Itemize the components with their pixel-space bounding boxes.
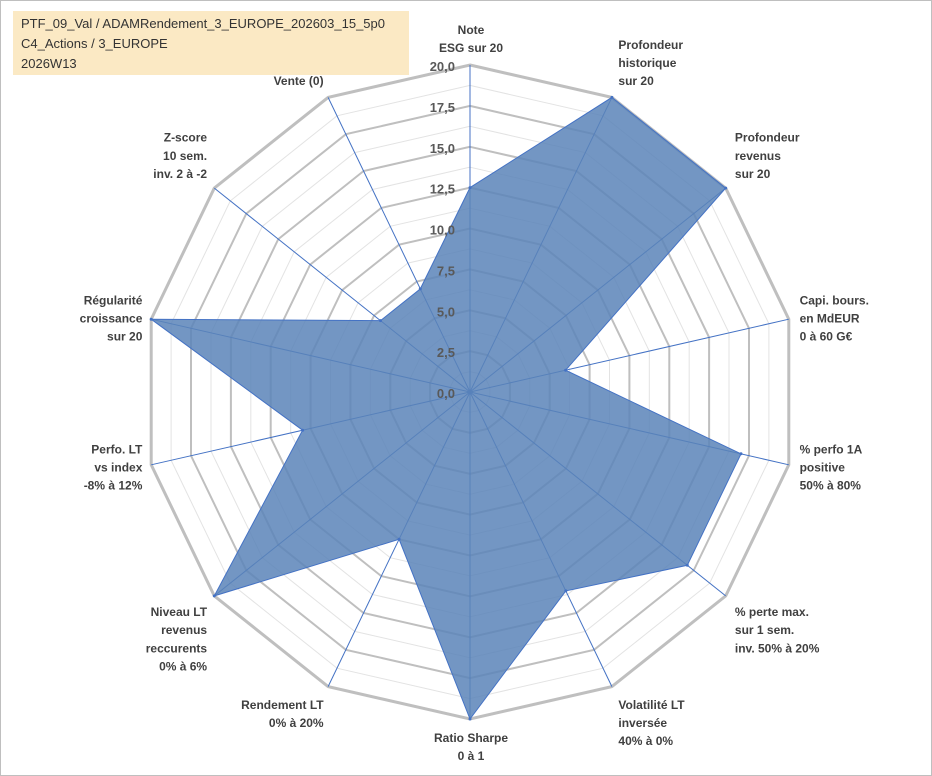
category-label-line: Régularité bbox=[84, 293, 143, 307]
radial-tick-label: 15,0 bbox=[430, 141, 455, 156]
radial-tick-label: 20,0 bbox=[430, 59, 455, 74]
category-label-line: vs index bbox=[94, 461, 142, 475]
category-label: Z-score 10 sem. inv. 2 à -2 bbox=[153, 131, 207, 181]
data-point bbox=[468, 717, 472, 721]
category-label: Régularité croissance sur 20 bbox=[80, 293, 143, 343]
data-point bbox=[564, 589, 568, 593]
data-point bbox=[149, 317, 153, 321]
data-point bbox=[685, 563, 689, 567]
category-label-line: -8% à 12% bbox=[84, 479, 143, 493]
data-point bbox=[468, 186, 472, 190]
category-label-line: Profondeur bbox=[735, 131, 800, 145]
category-label: % perfo 1A positive 50% à 80% bbox=[800, 442, 863, 492]
category-label-line: sur 20 bbox=[618, 74, 654, 88]
radial-tick-label: 5,0 bbox=[437, 304, 455, 319]
portfolio-info-box: PTF_09_Val / ADAMRendement_3_EUROPE_2026… bbox=[13, 11, 409, 75]
category-label: Perfo. LT vs index -8% à 12% bbox=[84, 442, 143, 492]
category-label-line: Ratio Sharpe bbox=[434, 731, 508, 745]
category-label-line: Vente (0) bbox=[274, 74, 324, 88]
category-label-line: Note bbox=[458, 23, 485, 37]
data-point bbox=[212, 594, 216, 598]
category-label-line: Rendement LT bbox=[241, 698, 324, 712]
portfolio-name: PTF_09_Val / ADAMRendement_3_EUROPE_2026… bbox=[21, 16, 385, 31]
category-label-line: reccurents bbox=[146, 641, 208, 655]
radial-tick-label: 17,5 bbox=[430, 100, 455, 115]
category-label-line: Volatilité LT bbox=[618, 698, 685, 712]
data-point bbox=[564, 368, 568, 372]
data-point bbox=[418, 287, 422, 291]
category-label: Niveau LT revenus reccurents 0% à 6% bbox=[146, 605, 208, 674]
data-points bbox=[149, 95, 743, 721]
category-label-line: revenus bbox=[161, 623, 207, 637]
category-label: Volatilité LT inversée 40% à 0% bbox=[618, 698, 685, 748]
category-label: Rendement LT 0% à 20% bbox=[241, 698, 324, 730]
category-label-line: sur 1 sem. bbox=[735, 623, 794, 637]
category-label-line: 50% à 80% bbox=[800, 479, 862, 493]
data-point bbox=[739, 452, 743, 456]
category-label-line: croissance bbox=[80, 312, 143, 326]
category-label-line: inversée bbox=[618, 716, 667, 730]
category-label: Profondeur revenus sur 20 bbox=[735, 131, 800, 181]
category-label-line: sur 20 bbox=[107, 330, 143, 344]
radial-tick-label: 10,0 bbox=[430, 223, 455, 238]
data-point bbox=[724, 186, 728, 190]
category-label-line: Niveau LT bbox=[151, 605, 208, 619]
data-point bbox=[397, 537, 401, 541]
category-label: Note ESG sur 20 bbox=[439, 23, 503, 55]
category-label-line: historique bbox=[618, 56, 676, 70]
category-label-line: 40% à 0% bbox=[618, 734, 673, 748]
category-label-line: inv. 50% à 20% bbox=[735, 641, 820, 655]
category-label-line: 10 sem. bbox=[163, 149, 207, 163]
data-point bbox=[379, 319, 382, 323]
category-label-line: positive bbox=[800, 461, 846, 475]
category-label-line: revenus bbox=[735, 149, 781, 163]
radial-tick-label: 0,0 bbox=[437, 386, 455, 401]
category-label-line: 0% à 6% bbox=[159, 660, 207, 674]
category-label-line: 0 à 60 G€ bbox=[800, 330, 853, 344]
data-point bbox=[610, 95, 614, 99]
category-label-line: 0 à 1 bbox=[458, 749, 485, 763]
data-point bbox=[301, 428, 305, 432]
category-label-line: Z-score bbox=[164, 131, 208, 145]
radial-tick-label: 2,5 bbox=[437, 345, 455, 360]
category-label-line: inv. 2 à -2 bbox=[153, 167, 207, 181]
asset-class: C4_Actions / 3_EUROPE bbox=[21, 36, 168, 51]
category-label: Capi. bours. en MdEUR 0 à 60 G€ bbox=[800, 293, 869, 343]
category-label-line: Perfo. LT bbox=[91, 442, 143, 456]
category-label-line: sur 20 bbox=[735, 167, 771, 181]
category-label-line: Capi. bours. bbox=[800, 293, 869, 307]
radial-tick-label: 7,5 bbox=[437, 263, 455, 278]
category-label-line: ESG sur 20 bbox=[439, 41, 503, 55]
category-label-line: % perte max. bbox=[735, 605, 809, 619]
category-label: Profondeur historique sur 20 bbox=[618, 38, 683, 88]
category-label-line: 0% à 20% bbox=[269, 716, 324, 730]
category-label-line: % perfo 1A bbox=[800, 442, 863, 456]
category-label: Ratio Sharpe 0 à 1 bbox=[434, 731, 508, 763]
radial-tick-labels: 0,0 2,5 5,0 7,5 10,0 12,5 15,0 17,5 20,0 bbox=[430, 59, 455, 401]
radial-tick-label: 12,5 bbox=[430, 182, 455, 197]
category-label: % perte max. sur 1 sem. inv. 50% à 20% bbox=[735, 605, 820, 655]
category-label-line: en MdEUR bbox=[800, 312, 860, 326]
week-label: 2026W13 bbox=[21, 56, 77, 71]
category-label-line: Profondeur bbox=[618, 38, 683, 52]
